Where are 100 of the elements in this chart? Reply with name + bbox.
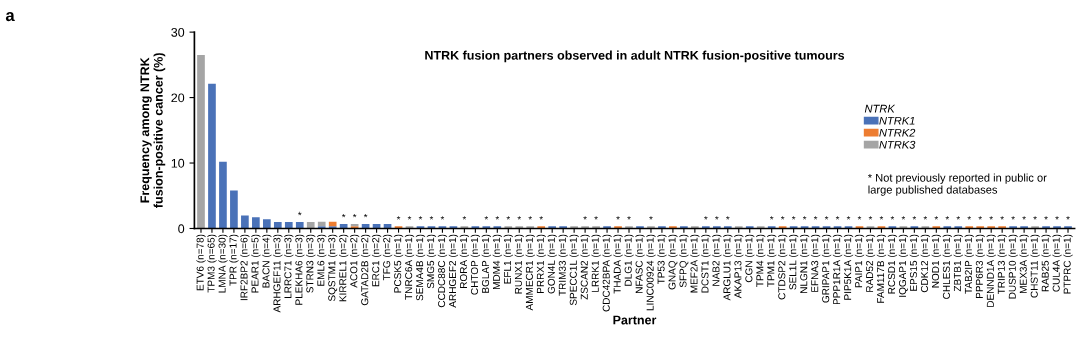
x-tick-label: CDK12 (n=1) bbox=[920, 234, 930, 293]
bar bbox=[317, 226, 326, 229]
bar bbox=[592, 226, 600, 229]
x-tick-label: RUNX1 (n=1) bbox=[514, 234, 524, 294]
annotation: * bbox=[616, 216, 620, 220]
annotation: * bbox=[627, 216, 631, 220]
y-tick-label: 10 bbox=[171, 158, 185, 168]
annotation: * bbox=[945, 216, 950, 220]
annotation: * bbox=[989, 216, 993, 220]
annotation: * bbox=[495, 216, 500, 220]
bar bbox=[734, 226, 743, 229]
annotation: * bbox=[462, 216, 467, 220]
annotation: * bbox=[418, 216, 423, 220]
bar bbox=[482, 226, 491, 229]
bar bbox=[767, 226, 776, 229]
x-tick-label: TP53 (n=1) bbox=[657, 234, 667, 285]
bar bbox=[570, 226, 578, 229]
x-tick-label: GON4L (n=1) bbox=[547, 234, 557, 294]
bar bbox=[559, 226, 567, 229]
bar bbox=[680, 226, 688, 229]
bar bbox=[1064, 226, 1072, 229]
text: a bbox=[5, 12, 15, 22]
x-tick-label: EFL1 (n=1) bbox=[503, 234, 513, 284]
annotation: * bbox=[868, 216, 873, 220]
x-tick-label: PPP6R3 (n=1) bbox=[975, 234, 985, 298]
annotation: * bbox=[1011, 216, 1015, 220]
x-tick-label: PRRX1 (n=1) bbox=[536, 234, 546, 293]
x-tick-label: AMMECR1 (n=1) bbox=[525, 234, 535, 311]
x-tick-label: EFNA3 (n=1) bbox=[810, 234, 821, 292]
bar bbox=[230, 190, 238, 229]
x-tick-label: CHTOP (n=1) bbox=[470, 234, 481, 295]
y-tick-label: 30 bbox=[171, 27, 185, 37]
bar bbox=[1053, 226, 1061, 229]
annotation: * bbox=[352, 213, 357, 218]
annotation: * bbox=[1022, 216, 1026, 220]
annotation: * bbox=[407, 216, 412, 220]
bar bbox=[614, 226, 622, 229]
bar bbox=[702, 226, 710, 229]
bar bbox=[1009, 226, 1017, 229]
annotation: * bbox=[956, 216, 960, 220]
y-tick-label: 0 bbox=[178, 224, 185, 234]
x-tick-label: RAD52 (n=1) bbox=[865, 234, 876, 292]
annotation: * bbox=[1000, 216, 1004, 220]
bar bbox=[603, 226, 611, 229]
x-tick-label: PCSK5 (n=1) bbox=[393, 234, 404, 293]
bar bbox=[1042, 226, 1050, 229]
annotation: * bbox=[341, 213, 346, 218]
x-tick-label: CTDSP2 (n=1) bbox=[778, 234, 788, 300]
bar bbox=[756, 226, 765, 229]
x-tick-label: ACO1 (n=2) bbox=[349, 234, 360, 288]
bar bbox=[932, 226, 941, 229]
bar bbox=[537, 226, 546, 229]
bar bbox=[691, 226, 699, 229]
annotation: * bbox=[396, 216, 401, 220]
bar bbox=[504, 226, 513, 229]
bar bbox=[548, 226, 557, 229]
bar bbox=[976, 226, 985, 229]
legend-label: NTRK1 bbox=[879, 116, 915, 125]
bar bbox=[328, 221, 337, 227]
annotation: * bbox=[726, 216, 730, 220]
x-tick-label: STRN3 (n=3) bbox=[306, 234, 316, 293]
bar bbox=[197, 55, 205, 229]
annotation: * bbox=[835, 216, 840, 220]
bar bbox=[273, 221, 282, 229]
annotation: * bbox=[517, 216, 521, 220]
x-tick-label: PLEKHA6 (n=3) bbox=[295, 234, 305, 305]
x-tick-label: PIP5K1A (n=1) bbox=[843, 234, 854, 300]
bar bbox=[295, 221, 304, 229]
x-tick-label: CGN (n=1) bbox=[745, 234, 755, 283]
annotation: * bbox=[506, 216, 511, 220]
annotation: * bbox=[704, 216, 708, 220]
y-axis-title: Frequency among NTRK fusion-positive cancer (%) bbox=[140, 53, 166, 208]
annotation: * bbox=[879, 216, 884, 220]
annotation: * bbox=[649, 216, 653, 220]
x-tick-label: BACN (n=4) bbox=[262, 234, 272, 288]
annotation: * bbox=[528, 216, 532, 220]
bar bbox=[526, 226, 535, 229]
x-tick-label: CCDC88C (n=1) bbox=[437, 234, 448, 308]
x-tick-label: SMG5 (n=1) bbox=[426, 234, 437, 289]
x-tick-label: LINC00924 (n=1) bbox=[646, 234, 656, 311]
bar bbox=[943, 226, 952, 229]
annotation: * bbox=[429, 216, 434, 220]
x-tick-label: PAIP1 (n=1) bbox=[854, 234, 865, 288]
bar bbox=[658, 226, 666, 229]
annotation: * bbox=[298, 211, 302, 216]
bar bbox=[328, 226, 337, 229]
legend-label: NTRK2 bbox=[879, 128, 916, 137]
x-tick-label: TPM3 (n=65) bbox=[207, 234, 217, 293]
annotation: * bbox=[978, 216, 982, 220]
y-tick-label: 20 bbox=[171, 93, 185, 103]
x-tick-label: SEL1L (n=1) bbox=[788, 234, 799, 290]
x-tick-label: NAB2 (n=1) bbox=[712, 234, 722, 286]
annotation: * bbox=[1066, 216, 1070, 220]
bar bbox=[625, 226, 633, 229]
x-tick-label: TNRC6A (n=1) bbox=[404, 234, 415, 300]
bar bbox=[745, 226, 754, 229]
x-tick-label: ARGLU1 (n=1) bbox=[723, 234, 733, 301]
annotation: * bbox=[967, 216, 971, 220]
x-tick-label: TPM1 (n=1) bbox=[767, 234, 777, 287]
x-tick-label: DLG1 (n=1) bbox=[624, 234, 634, 286]
